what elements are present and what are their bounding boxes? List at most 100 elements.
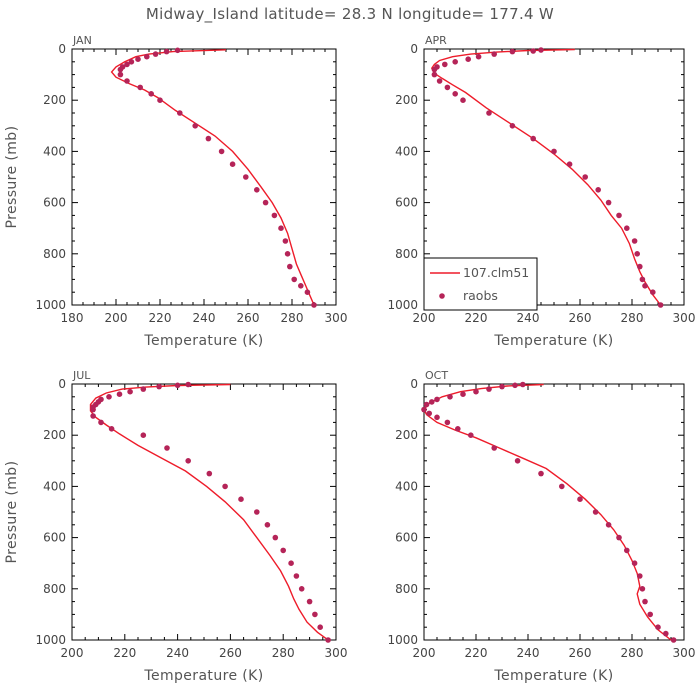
raobs-point <box>311 302 317 308</box>
y-tick-label: 1000 <box>387 298 418 312</box>
raobs-point <box>128 59 135 65</box>
raobs-point <box>582 174 588 180</box>
raobs-point <box>475 53 482 60</box>
raobs-point <box>605 522 612 528</box>
figure-title: Midway_Island latitude= 28.3 N longitude… <box>146 5 554 24</box>
raobs-point <box>559 483 565 490</box>
raobs-point <box>491 51 498 57</box>
raobs-point <box>317 624 324 630</box>
panel-label: JAN <box>72 34 92 47</box>
chart-panel-oct: OCT 200 220 240 260 280 300 0 200 400 600 800 1000 Te… <box>387 369 695 684</box>
panel-label: OCT <box>425 369 448 382</box>
raobs-point <box>642 598 648 605</box>
x-tick-label: 240 <box>517 646 540 660</box>
raobs-point <box>670 637 677 643</box>
raobs-point <box>460 391 466 398</box>
x-tick-label: 260 <box>569 311 592 325</box>
raobs-point <box>124 78 130 84</box>
raobs-point <box>434 396 440 403</box>
raobs-point <box>509 123 516 129</box>
raobs-point <box>298 283 304 289</box>
y-tick-label: 200 <box>43 428 66 442</box>
chart-panel-jul: JUL 200 220 240 260 280 300 0 200 400 600 800 1000 Te… <box>4 369 347 684</box>
raobs-point <box>624 225 630 231</box>
raobs-point <box>117 66 124 73</box>
raobs-point <box>530 48 536 54</box>
model-profile-line <box>430 48 662 306</box>
raobs-point <box>148 91 154 97</box>
raobs-point <box>499 383 505 390</box>
raobs-point <box>156 383 162 390</box>
raobs-point <box>291 276 298 283</box>
raobs-point <box>631 238 638 244</box>
y-tick-label: 600 <box>43 196 66 210</box>
legend-model-label: 107.clm51 <box>463 265 529 280</box>
panel-label: APR <box>425 34 447 47</box>
y-tick-label: 1000 <box>387 633 418 647</box>
y-tick-label: 200 <box>395 93 418 107</box>
model-profile-line <box>423 383 672 641</box>
x-tick-label: 280 <box>281 311 304 325</box>
raobs-point <box>631 560 638 566</box>
raobs-point <box>637 263 643 270</box>
raobs-point <box>140 386 147 392</box>
x-tick-label: 200 <box>61 646 84 660</box>
y-tick-label: 0 <box>410 377 418 391</box>
raobs-point <box>429 399 435 405</box>
raobs-point <box>650 289 656 296</box>
raobs-point <box>185 458 191 464</box>
y-tick-label: 400 <box>395 144 418 158</box>
model-profile-line <box>89 383 329 641</box>
x-tick-label: 280 <box>621 311 644 325</box>
raobs-point <box>460 97 466 103</box>
raobs-point <box>444 84 451 91</box>
raobs-point <box>284 251 291 257</box>
y-tick-label: 0 <box>58 377 66 391</box>
raobs-point <box>157 97 163 103</box>
x-tick-label: 220 <box>113 646 136 660</box>
raobs-point <box>90 406 96 413</box>
raobs-point <box>163 48 170 55</box>
plot-frame <box>71 383 337 641</box>
raobs-point <box>262 199 269 206</box>
x-tick-label: 240 <box>193 311 216 325</box>
raobs-point <box>222 483 228 490</box>
y-tick-label: 600 <box>395 531 418 545</box>
raobs-point <box>205 135 212 142</box>
raobs-point <box>514 458 521 464</box>
raobs-point <box>473 388 479 395</box>
raobs-point <box>293 573 300 579</box>
raobs-point <box>238 496 244 503</box>
plot-frame <box>71 48 337 306</box>
x-axis-label: Temperature (K) <box>493 333 613 349</box>
raobs-point <box>177 110 183 116</box>
raobs-point <box>468 432 474 439</box>
raobs-point <box>282 238 289 244</box>
raobs-point <box>595 187 601 193</box>
raobs-point <box>116 391 123 398</box>
raobs-point <box>287 263 293 270</box>
raobs-point <box>137 84 143 91</box>
raobs-point <box>278 225 284 231</box>
raobs-point <box>442 61 448 68</box>
raobs-point <box>174 382 181 389</box>
raobs-point <box>655 624 661 630</box>
raobs-point <box>174 47 181 54</box>
raobs-point <box>509 48 516 55</box>
legend-dot-swatch <box>439 293 445 299</box>
x-tick-label: 260 <box>219 646 242 660</box>
raobs-point <box>144 53 150 60</box>
x-tick-label: 260 <box>237 311 260 325</box>
raobs-point <box>192 123 198 129</box>
raobs-point <box>272 534 279 541</box>
raobs-point <box>164 445 170 451</box>
raobs-point <box>426 410 433 417</box>
raobs-point <box>577 496 583 503</box>
raobs-point <box>421 406 427 413</box>
y-tick-label: 400 <box>43 479 66 493</box>
raobs-point <box>592 509 599 515</box>
raobs-point <box>624 547 630 554</box>
raobs-point <box>434 414 440 421</box>
y-tick-label: 400 <box>43 144 66 158</box>
raobs-point <box>264 522 271 528</box>
